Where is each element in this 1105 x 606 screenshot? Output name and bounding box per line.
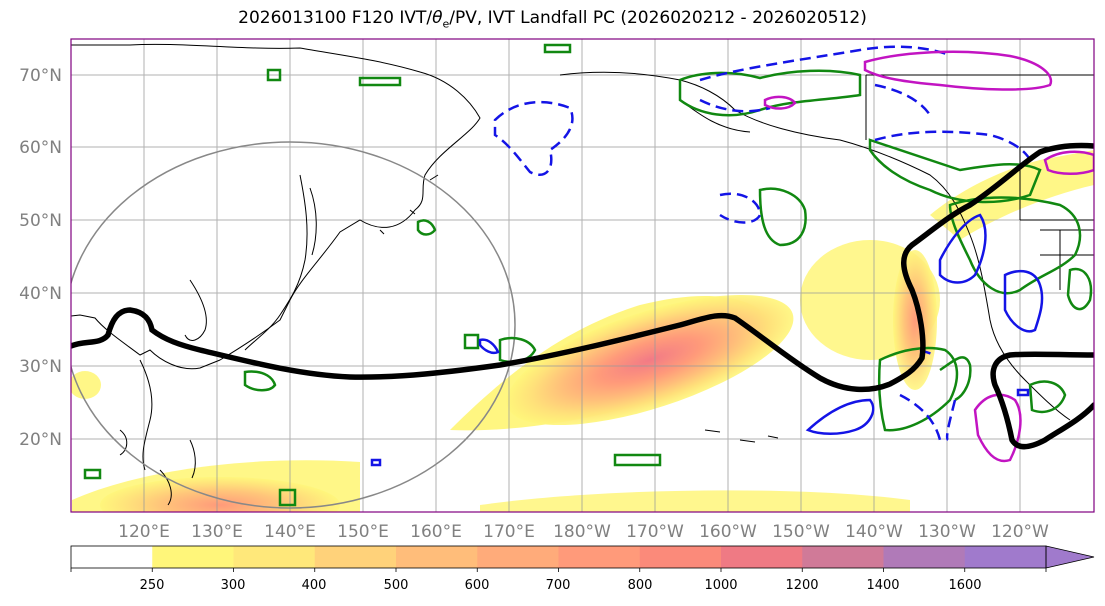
colorbar-swatch bbox=[396, 546, 478, 568]
colorbar-swatches bbox=[71, 546, 1047, 568]
lat-label: 60°N bbox=[19, 138, 62, 158]
colorbar-swatch bbox=[152, 546, 234, 568]
pv-blue-dashed-contours bbox=[493, 45, 1032, 442]
lon-label: 170°W bbox=[626, 522, 684, 542]
colorbar-label: 600 bbox=[465, 578, 490, 593]
lon-label: 180°W bbox=[553, 522, 611, 542]
plot-frame bbox=[70, 38, 1095, 513]
lon-label: 140°E bbox=[264, 522, 316, 542]
latitude-labels: 70°N 60°N 50°N 40°N 30°N 20°N bbox=[19, 66, 62, 450]
colorbar-ticks bbox=[70, 568, 1047, 572]
lon-label: 170°E bbox=[483, 522, 535, 542]
colorbar-swatch bbox=[964, 546, 1047, 568]
theta-e-contours bbox=[71, 142, 1094, 450]
longitude-labels: 120°E 130°E 140°E 150°E 160°E 170°E 180°… bbox=[118, 522, 1049, 542]
colorbar-swatch bbox=[233, 546, 316, 568]
pv-blue-contours bbox=[370, 213, 1044, 467]
colorbar-swatch bbox=[558, 546, 641, 568]
colorbar-label: 1000 bbox=[704, 578, 737, 593]
colorbar-swatch bbox=[314, 546, 397, 568]
lon-label: 150°W bbox=[772, 522, 830, 542]
lon-label: 150°E bbox=[337, 522, 389, 542]
lon-label: 160°W bbox=[699, 522, 757, 542]
colorbar-swatch bbox=[639, 546, 722, 568]
colorbar-label: 800 bbox=[628, 578, 653, 593]
colorbar-label: 300 bbox=[221, 578, 246, 593]
colorbar-label: 1200 bbox=[785, 578, 818, 593]
colorbar-labels: 250 300 400 500 600 700 800 1000 1200 14… bbox=[140, 578, 982, 593]
map-title: 2026013100 F120 IVT/θe/PV, IVT Landfall … bbox=[238, 8, 867, 31]
lon-label: 160°E bbox=[410, 522, 462, 542]
lon-label: 120°E bbox=[118, 522, 170, 542]
colorbar-swatch bbox=[883, 546, 966, 568]
gridlines bbox=[71, 39, 1094, 512]
colorbar: 250 300 400 500 600 700 800 1000 1200 14… bbox=[70, 545, 1095, 593]
lon-label: 140°W bbox=[845, 522, 903, 542]
coastlines bbox=[71, 43, 1094, 506]
lon-label: 130°W bbox=[918, 522, 976, 542]
colorbar-label: 1400 bbox=[866, 578, 899, 593]
colorbar-label: 1600 bbox=[948, 578, 981, 593]
lat-label: 20°N bbox=[19, 430, 62, 450]
lat-label: 40°N bbox=[19, 284, 62, 304]
colorbar-label: 700 bbox=[546, 578, 571, 593]
colorbar-label: 400 bbox=[302, 578, 327, 593]
lat-label: 70°N bbox=[19, 66, 62, 86]
colorbar-extend-arrow bbox=[1045, 545, 1095, 569]
colorbar-label: 250 bbox=[140, 578, 165, 593]
lat-label: 50°N bbox=[19, 211, 62, 231]
colorbar-label: 500 bbox=[384, 578, 409, 593]
pv-green-contours bbox=[83, 43, 1093, 507]
lat-label: 30°N bbox=[19, 357, 62, 377]
colorbar-swatch bbox=[721, 546, 803, 568]
colorbar-swatch bbox=[477, 546, 559, 568]
colorbar-swatch bbox=[71, 546, 153, 568]
pv-magenta-contours bbox=[763, 50, 1094, 463]
lon-label: 120°W bbox=[991, 522, 1049, 542]
colorbar-swatch bbox=[802, 546, 884, 568]
region-circle bbox=[71, 141, 516, 509]
lon-label: 130°E bbox=[191, 522, 243, 542]
